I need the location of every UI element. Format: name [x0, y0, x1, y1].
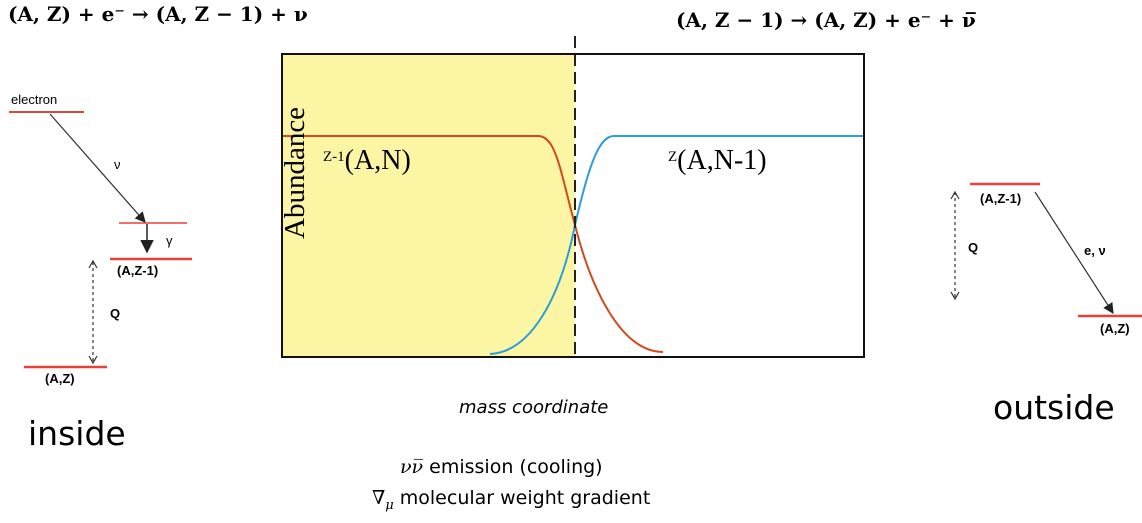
electron-label: electron — [11, 92, 58, 107]
note-emission: νν̅ emission (cooling) — [400, 456, 603, 478]
gamma-label: γ — [166, 233, 173, 248]
note-gradient-sub: μ — [385, 497, 394, 513]
series-label-right: Z(A,N-1) — [668, 145, 767, 177]
series-label-right-main: (A,N-1) — [677, 145, 767, 176]
outside-e-nu-label: e, ν — [1084, 243, 1106, 258]
outside-label: outside — [993, 388, 1115, 427]
outside-lower-level-label: (A,Z) — [1100, 321, 1130, 336]
inside-nu-arrow — [49, 113, 146, 223]
note-gradient: ∇μ molecular weight gradient — [372, 487, 650, 513]
inside-upper-level-label: (A,Z-1) — [117, 263, 159, 278]
outside-q-label: Q — [968, 240, 979, 255]
note-gradient-symbol: ∇ — [372, 487, 386, 509]
series-label-left-main: (A,N) — [344, 145, 411, 176]
outside-upper-level-label: (A,Z-1) — [980, 191, 1022, 206]
x-axis-label: mass coordinate — [459, 397, 609, 418]
series-label-left-sup: Z-1 — [323, 149, 345, 165]
y-axis-label: Abundance — [279, 106, 311, 239]
inside-lower-level-label: (A,Z) — [45, 371, 75, 386]
chart-frame — [281, 53, 865, 358]
note-emission-text: emission (cooling) — [423, 456, 603, 478]
outside-e-nu-arrow — [1034, 191, 1114, 315]
note-emission-symbol: νν̅ — [400, 456, 424, 478]
note-gradient-text: molecular weight gradient — [393, 487, 651, 509]
capture-equation: (A, Z) + e⁻ → (A, Z − 1) + ν — [8, 2, 308, 26]
series-label-left: Z-1(A,N) — [323, 145, 411, 177]
series-label-right-sup: Z — [668, 149, 678, 165]
inside-label: inside — [28, 414, 126, 453]
inside-q-label: Q — [110, 306, 121, 321]
inside-nu-label: ν — [114, 157, 121, 172]
chart-shaded-region — [282, 54, 575, 357]
decay-equation: (A, Z − 1) → (A, Z) + e⁻ + ν̅ — [676, 8, 976, 32]
